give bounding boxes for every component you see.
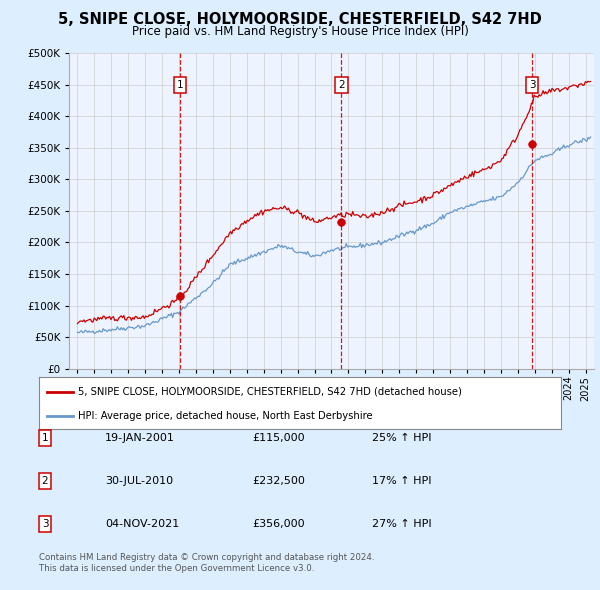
Text: 04-NOV-2021: 04-NOV-2021 bbox=[105, 519, 179, 529]
Text: HPI: Average price, detached house, North East Derbyshire: HPI: Average price, detached house, Nort… bbox=[78, 411, 373, 421]
Text: 17% ↑ HPI: 17% ↑ HPI bbox=[372, 476, 431, 486]
Text: 5, SNIPE CLOSE, HOLYMOORSIDE, CHESTERFIELD, S42 7HD (detached house): 5, SNIPE CLOSE, HOLYMOORSIDE, CHESTERFIE… bbox=[78, 386, 462, 396]
Text: 2: 2 bbox=[338, 80, 344, 90]
Text: 25% ↑ HPI: 25% ↑ HPI bbox=[372, 433, 431, 442]
Text: Contains HM Land Registry data © Crown copyright and database right 2024.
This d: Contains HM Land Registry data © Crown c… bbox=[39, 553, 374, 573]
Text: Price paid vs. HM Land Registry's House Price Index (HPI): Price paid vs. HM Land Registry's House … bbox=[131, 25, 469, 38]
Text: 5, SNIPE CLOSE, HOLYMOORSIDE, CHESTERFIELD, S42 7HD: 5, SNIPE CLOSE, HOLYMOORSIDE, CHESTERFIE… bbox=[58, 12, 542, 27]
Text: 19-JAN-2001: 19-JAN-2001 bbox=[105, 433, 175, 442]
Text: 30-JUL-2010: 30-JUL-2010 bbox=[105, 476, 173, 486]
Text: 3: 3 bbox=[529, 80, 535, 90]
Text: 27% ↑ HPI: 27% ↑ HPI bbox=[372, 519, 431, 529]
Text: £115,000: £115,000 bbox=[252, 433, 305, 442]
Text: 1: 1 bbox=[176, 80, 183, 90]
Text: 3: 3 bbox=[41, 519, 49, 529]
Text: £232,500: £232,500 bbox=[252, 476, 305, 486]
Text: £356,000: £356,000 bbox=[252, 519, 305, 529]
Text: 2: 2 bbox=[41, 476, 49, 486]
Text: 1: 1 bbox=[41, 433, 49, 442]
